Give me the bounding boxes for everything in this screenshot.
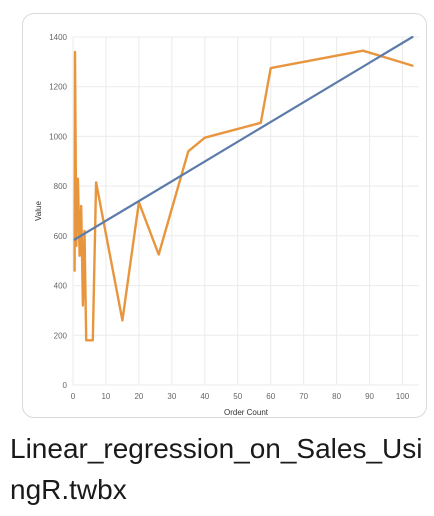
x-tick-label: 0 xyxy=(71,392,76,401)
value-line xyxy=(75,51,413,341)
line-chart: 0 200 400 600 800 1000 1200 1400 0 10 20 30 40 50 60 70… xyxy=(23,14,427,418)
x-tick-label: 30 xyxy=(167,392,176,401)
y-tick-label: 600 xyxy=(54,232,68,241)
x-tick-label: 40 xyxy=(200,392,209,401)
y-tick-label: 800 xyxy=(54,182,68,191)
x-tick-label: 60 xyxy=(266,392,275,401)
trend-line xyxy=(75,37,413,240)
x-tick-label: 20 xyxy=(134,392,143,401)
x-tick-label: 50 xyxy=(233,392,242,401)
y-tick-label: 0 xyxy=(63,381,68,390)
y-tick-label: 1400 xyxy=(49,33,67,42)
y-tick-label: 200 xyxy=(54,331,68,340)
y-axis-title: Value xyxy=(34,201,43,221)
x-axis-title: Order Count xyxy=(224,408,269,417)
x-tick-label: 90 xyxy=(365,392,374,401)
x-tick-label: 100 xyxy=(396,392,410,401)
file-name: Linear_regression_on_Sales_UsingR.twbx xyxy=(10,428,428,510)
y-tick-label: 400 xyxy=(54,282,68,291)
x-tick-label: 10 xyxy=(101,392,110,401)
x-tick-label: 70 xyxy=(299,392,308,401)
x-tick-label: 80 xyxy=(332,392,341,401)
y-tick-label: 1000 xyxy=(49,132,67,141)
y-tick-label: 1200 xyxy=(49,83,67,92)
chart-card[interactable]: 0 200 400 600 800 1000 1200 1400 0 10 20 30 40 50 60 70… xyxy=(22,13,427,418)
